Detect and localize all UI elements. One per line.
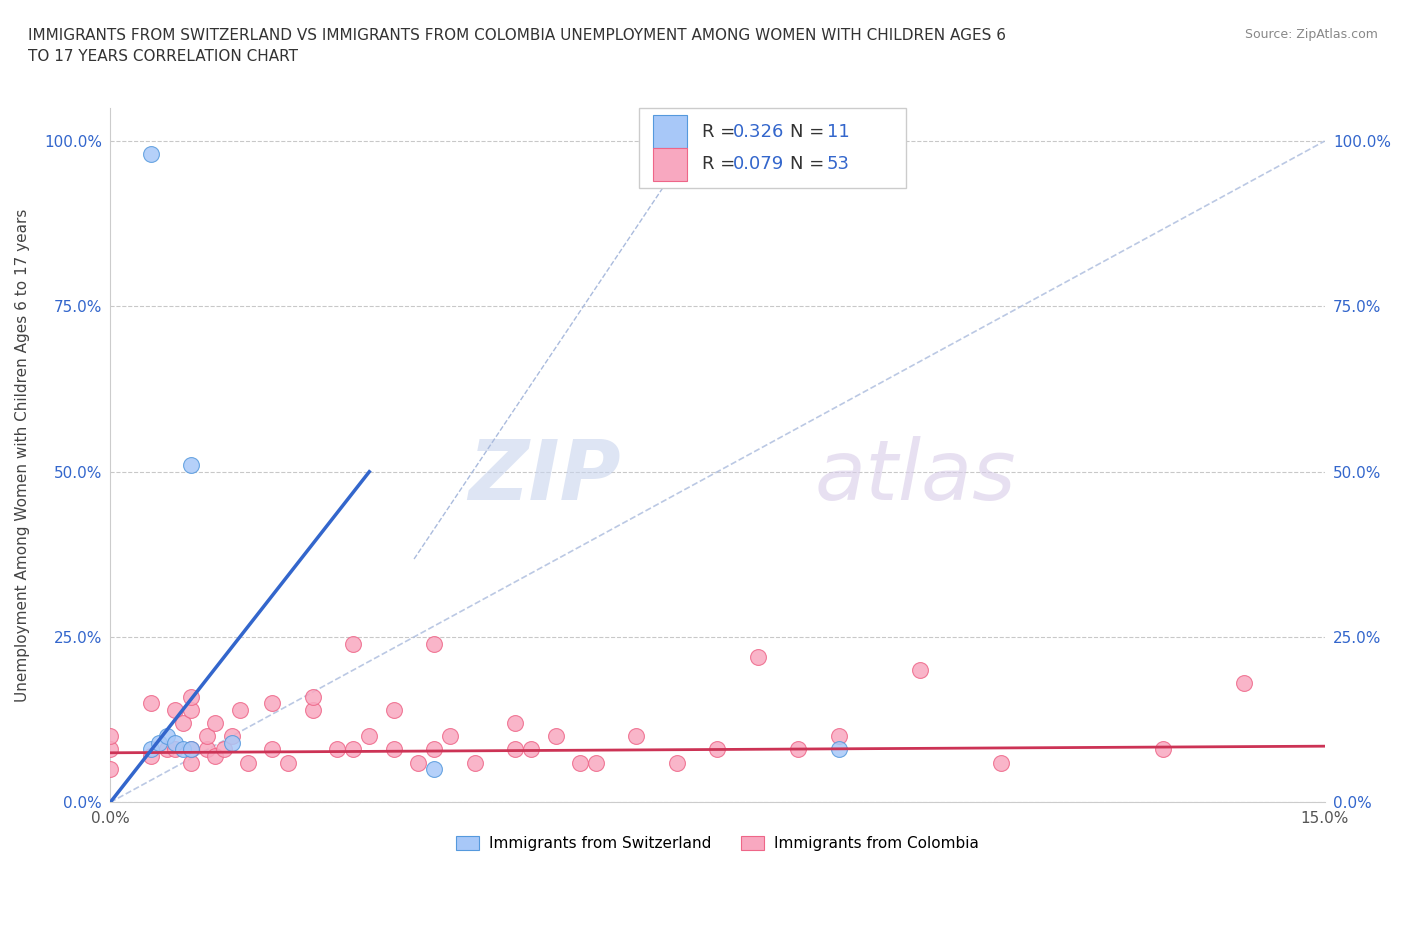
Point: [626, 729, 648, 744]
Point: [156, 742, 179, 757]
Point: [439, 729, 461, 744]
Point: [706, 742, 728, 757]
Y-axis label: Unemployment Among Women with Children Ages 6 to 17 years: Unemployment Among Women with Children A…: [15, 208, 30, 702]
Point: [139, 749, 162, 764]
Point: [180, 742, 202, 757]
Point: [359, 729, 381, 744]
FancyBboxPatch shape: [652, 115, 688, 148]
Text: IMMIGRANTS FROM SWITZERLAND VS IMMIGRANTS FROM COLOMBIA UNEMPLOYMENT AMONG WOMEN: IMMIGRANTS FROM SWITZERLAND VS IMMIGRANT…: [28, 28, 1007, 64]
Point: [163, 736, 186, 751]
Point: [828, 742, 851, 757]
Point: [98, 729, 121, 744]
Point: [180, 755, 202, 770]
Point: [180, 689, 202, 704]
Point: [382, 742, 405, 757]
Point: [139, 147, 162, 162]
Point: [382, 702, 405, 717]
Point: [163, 742, 186, 757]
Point: [1152, 742, 1174, 757]
Point: [204, 715, 226, 730]
Point: [301, 689, 323, 704]
FancyBboxPatch shape: [638, 108, 905, 188]
Point: [172, 742, 194, 757]
Point: [990, 755, 1012, 770]
Point: [406, 755, 429, 770]
Point: [277, 755, 299, 770]
Point: [163, 702, 186, 717]
Point: [342, 636, 364, 651]
Text: 11: 11: [827, 123, 849, 140]
Point: [828, 729, 851, 744]
Text: 0.079: 0.079: [734, 155, 785, 173]
Text: Source: ZipAtlas.com: Source: ZipAtlas.com: [1244, 28, 1378, 41]
Point: [156, 729, 179, 744]
Point: [568, 755, 591, 770]
Point: [585, 755, 607, 770]
Point: [262, 696, 284, 711]
Point: [262, 742, 284, 757]
Point: [342, 742, 364, 757]
Point: [139, 696, 162, 711]
Point: [423, 636, 446, 651]
Text: ZIP: ZIP: [468, 435, 620, 516]
Point: [1233, 676, 1256, 691]
Point: [180, 702, 202, 717]
FancyBboxPatch shape: [652, 148, 688, 181]
Point: [98, 742, 121, 757]
Point: [423, 762, 446, 777]
Point: [195, 742, 218, 757]
Point: [464, 755, 486, 770]
Point: [503, 715, 526, 730]
Point: [503, 742, 526, 757]
Point: [212, 742, 235, 757]
Point: [908, 663, 931, 678]
Text: 53: 53: [827, 155, 849, 173]
Text: 0.326: 0.326: [734, 123, 785, 140]
Point: [195, 729, 218, 744]
Point: [787, 742, 810, 757]
Point: [172, 715, 194, 730]
Point: [98, 762, 121, 777]
Text: R =: R =: [702, 123, 741, 140]
Point: [180, 458, 202, 472]
Text: atlas: atlas: [814, 435, 1017, 516]
Point: [148, 736, 170, 751]
Point: [180, 742, 202, 757]
Point: [665, 755, 688, 770]
Point: [236, 755, 259, 770]
Text: N =: N =: [790, 123, 831, 140]
Point: [520, 742, 543, 757]
Point: [301, 702, 323, 717]
Point: [423, 742, 446, 757]
Legend: Immigrants from Switzerland, Immigrants from Colombia: Immigrants from Switzerland, Immigrants …: [450, 830, 984, 857]
Point: [204, 749, 226, 764]
Point: [139, 742, 162, 757]
Text: N =: N =: [790, 155, 831, 173]
Text: R =: R =: [702, 155, 741, 173]
Point: [221, 729, 243, 744]
Point: [326, 742, 349, 757]
Point: [221, 736, 243, 751]
Point: [747, 649, 769, 664]
Point: [544, 729, 567, 744]
Point: [229, 702, 252, 717]
